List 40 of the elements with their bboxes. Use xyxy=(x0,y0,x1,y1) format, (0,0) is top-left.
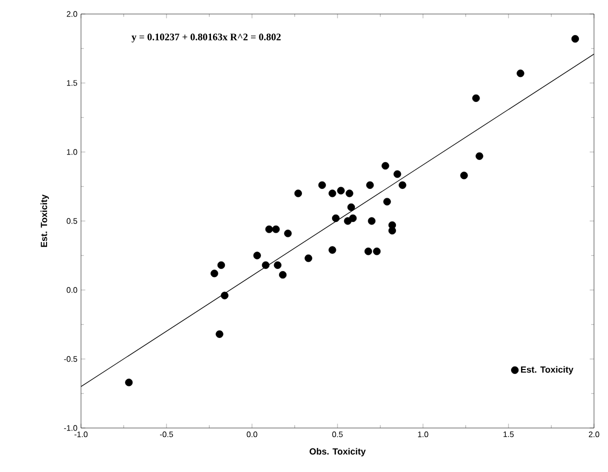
legend-label: Est. Toxicity xyxy=(521,366,574,374)
point xyxy=(394,170,402,178)
point xyxy=(373,248,381,256)
annotation: y = 0.10237 + 0.80163x R^2 = 0.802 xyxy=(132,34,281,42)
point xyxy=(210,270,218,278)
point xyxy=(125,378,133,386)
point xyxy=(332,214,340,222)
point xyxy=(366,181,374,189)
y-axis-title: Est. Toxicity xyxy=(40,194,49,247)
point xyxy=(516,70,524,78)
point xyxy=(349,214,357,222)
point xyxy=(272,225,280,234)
point xyxy=(476,152,484,160)
point xyxy=(294,190,302,198)
point xyxy=(217,261,226,269)
point xyxy=(346,190,354,198)
point xyxy=(571,35,579,43)
point xyxy=(216,330,224,338)
point xyxy=(347,203,355,211)
point xyxy=(220,292,228,300)
point xyxy=(278,271,287,279)
point xyxy=(368,217,376,225)
x-axis-title: Obs. Toxicity xyxy=(310,448,366,456)
point xyxy=(304,254,312,262)
point xyxy=(388,226,396,234)
point xyxy=(472,94,480,102)
point xyxy=(262,261,270,269)
point xyxy=(337,186,345,194)
point xyxy=(274,261,282,269)
point xyxy=(284,230,292,238)
point xyxy=(398,181,406,189)
point xyxy=(382,162,390,170)
point xyxy=(460,172,468,180)
point xyxy=(328,246,336,254)
point xyxy=(328,190,336,198)
point xyxy=(383,198,391,206)
point xyxy=(318,181,326,189)
point xyxy=(364,248,372,256)
point xyxy=(253,252,261,260)
point xyxy=(265,225,273,234)
